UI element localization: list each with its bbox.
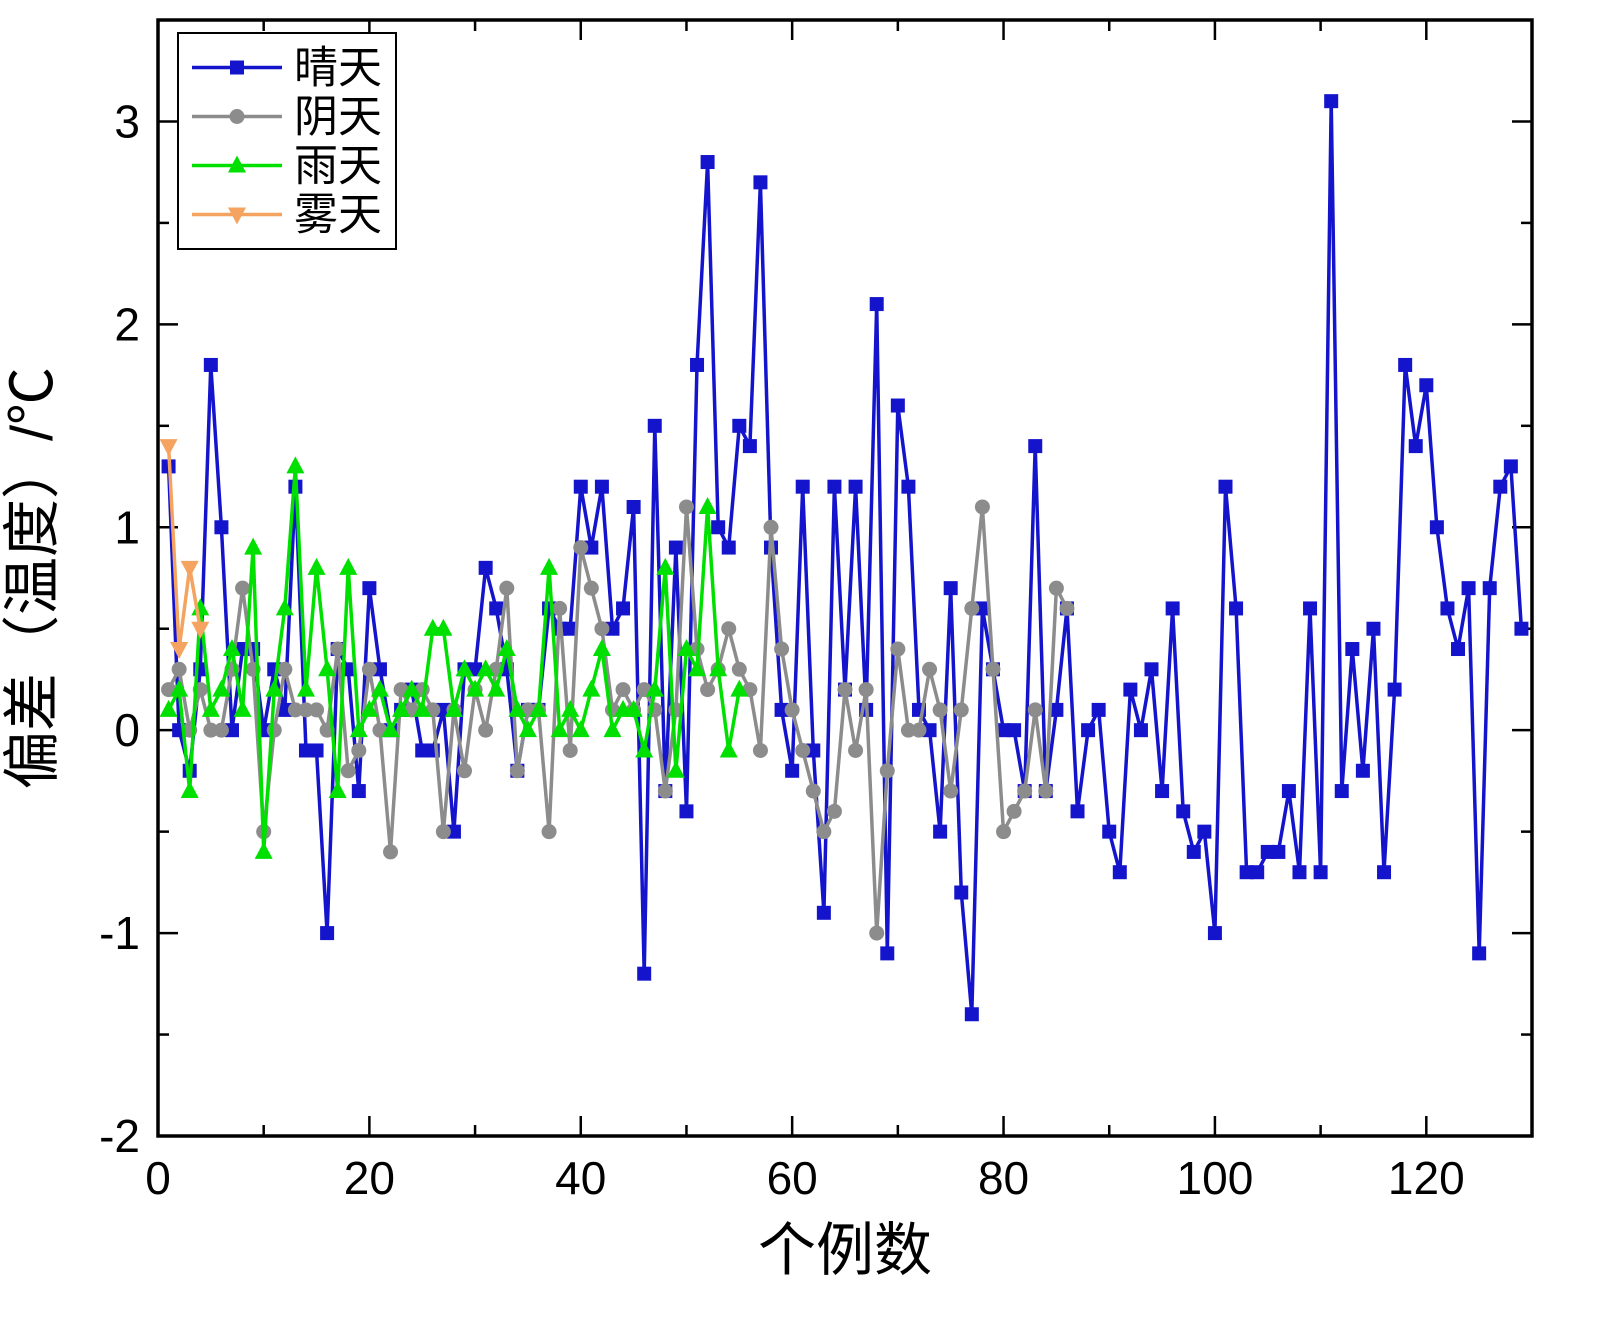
series-雾天	[159, 439, 210, 660]
legend-item-阴天: 阴天	[192, 93, 382, 142]
series-line-雾天	[166, 444, 203, 651]
x-tick-label: 80	[978, 1152, 1029, 1204]
x-axis-label: 个例数	[758, 1218, 932, 1283]
y-tick-label: -1	[99, 907, 140, 959]
legend-label: 阴天	[294, 93, 382, 142]
x-tick-label: 60	[767, 1152, 818, 1204]
x-tick-label: 40	[555, 1152, 606, 1204]
legend-item-雾天: 雾天	[192, 191, 382, 240]
plot-frame	[156, 18, 1534, 1138]
series-雨天	[159, 456, 749, 859]
y-tick-label: 1	[114, 501, 140, 553]
legend-label: 雨天	[294, 142, 382, 191]
x-tick-label: 120	[1388, 1152, 1465, 1204]
legend-label: 晴天	[294, 44, 382, 93]
y-tick-label: 0	[114, 704, 140, 756]
y-tick-label: 3	[114, 95, 140, 147]
legend-label: 雾天	[294, 191, 382, 240]
x-tick-label: 100	[1177, 1152, 1254, 1204]
x-tick-label: 0	[145, 1152, 171, 1204]
x-tick-label: 20	[344, 1152, 395, 1204]
y-tick-label: -2	[99, 1110, 140, 1162]
legend-item-晴天: 晴天	[192, 44, 382, 93]
y-axis-label: 偏差（温度）/℃	[0, 367, 65, 789]
legend-item-雨天: 雨天	[192, 142, 382, 191]
y-tick-label: 2	[114, 298, 140, 350]
